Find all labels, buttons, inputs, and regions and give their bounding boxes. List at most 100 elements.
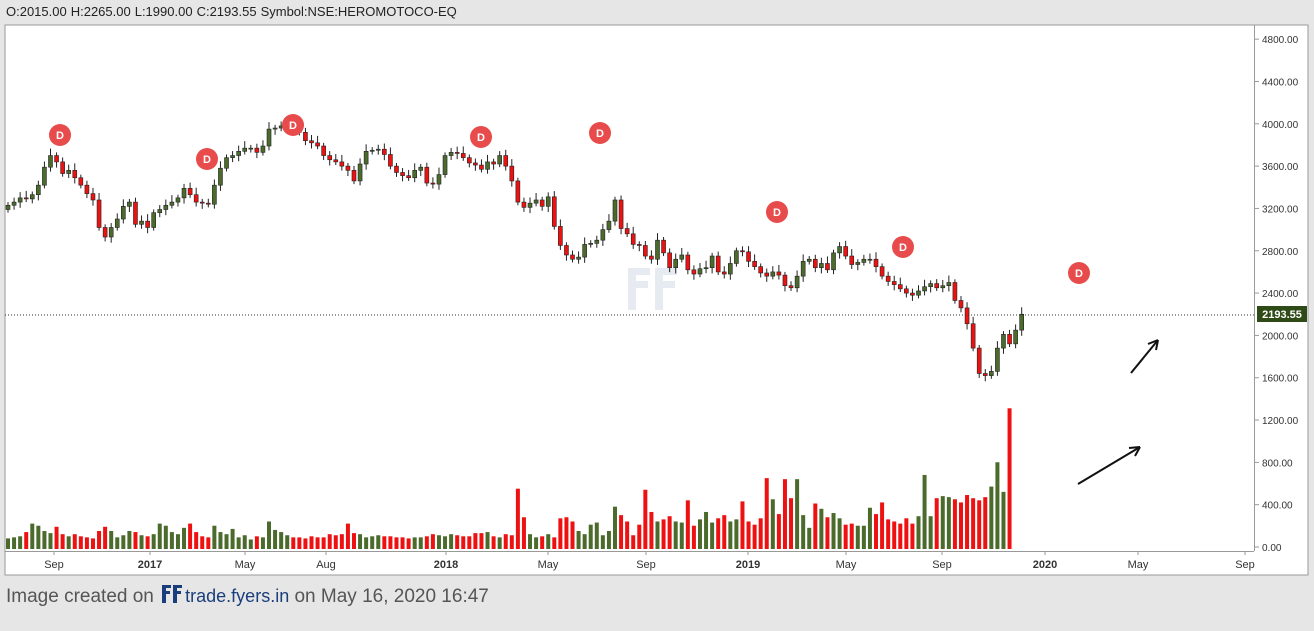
volume-bar [66, 536, 71, 549]
volume-bar [880, 502, 885, 549]
volume-bar [291, 537, 296, 549]
candle [527, 197, 533, 214]
volume-bar [321, 537, 326, 549]
volume-bar [685, 500, 690, 549]
dividend-marker-label: D [56, 130, 64, 142]
candle [940, 279, 946, 293]
candle [121, 199, 126, 224]
candle [230, 151, 235, 163]
volume-bar [315, 537, 320, 549]
candle [382, 143, 387, 161]
time-tick-label: May [235, 559, 256, 571]
candle [636, 241, 642, 252]
candle [746, 246, 751, 268]
candle [448, 147, 454, 160]
dividend-marker[interactable]: D [1068, 262, 1090, 284]
candle [11, 197, 17, 210]
footer-site-link[interactable]: trade.fyers.in [185, 586, 290, 606]
candle [782, 271, 788, 292]
volume-bar [631, 535, 636, 549]
dividend-marker[interactable]: D [196, 148, 218, 170]
candle [424, 162, 430, 187]
dividend-marker[interactable]: D [766, 201, 788, 223]
volume-bar [892, 521, 897, 549]
volume-bar [236, 537, 241, 549]
candle [721, 266, 727, 279]
volume-bar [260, 537, 265, 549]
time-tick-label: May [836, 559, 857, 571]
volume-bar [60, 534, 65, 549]
time-tick-label: 2018 [434, 559, 458, 571]
candle [1019, 307, 1024, 336]
candle [363, 144, 369, 170]
candle [849, 249, 855, 269]
candle [497, 151, 502, 168]
volume-bar [175, 534, 180, 549]
candle [454, 146, 460, 160]
plot-area[interactable] [4, 24, 1309, 576]
candle [806, 256, 812, 265]
ohlc-readout: O:2015.00 H:2265.00 L:1990.00 C:2193.55 Symb… [6, 4, 461, 19]
candle [788, 281, 794, 291]
volume-bar [874, 514, 879, 549]
candle [758, 263, 763, 278]
candle [655, 233, 660, 265]
low-value: L:1990.00 [134, 4, 193, 19]
volume-bar [655, 521, 660, 549]
dividend-marker-label: D [1075, 268, 1083, 280]
candle [254, 143, 260, 159]
volume-bar [837, 518, 842, 549]
candle [509, 159, 515, 187]
volume-bar [12, 537, 17, 549]
dividend-marker[interactable]: D [589, 122, 611, 144]
candle [958, 296, 964, 313]
volume-bar [606, 531, 611, 549]
candle [904, 285, 909, 298]
footer-credit: Image created on trade.fyers.in on May 1… [6, 584, 489, 610]
volume-bar [139, 535, 144, 549]
candle [515, 177, 521, 206]
candle [303, 127, 308, 146]
dividend-marker[interactable]: D [49, 124, 71, 146]
volume-bar [867, 507, 872, 549]
candle [139, 215, 144, 229]
candle [989, 365, 994, 379]
candle [42, 161, 47, 189]
candle [151, 209, 156, 231]
price-tick-label: 1200.00 [1262, 416, 1299, 427]
dividend-marker[interactable]: D [282, 114, 304, 136]
candle [770, 266, 776, 280]
dividend-marker[interactable]: D [470, 126, 492, 148]
dividend-marker[interactable]: D [892, 236, 914, 258]
volume-bar [813, 503, 818, 549]
high-value: H:2265.00 [70, 4, 131, 19]
volume-bar [345, 523, 350, 549]
volume-bar [461, 536, 466, 549]
volume-bar [479, 533, 484, 549]
candle [418, 164, 424, 177]
candle [545, 192, 551, 213]
candle [861, 254, 867, 266]
candle [794, 270, 800, 293]
volume-bar [1001, 491, 1006, 549]
candle [145, 214, 150, 234]
volume-bar [588, 524, 593, 549]
volume-bar [697, 519, 702, 549]
volume-bar [776, 514, 781, 549]
candle [612, 196, 618, 226]
candle [624, 222, 630, 238]
candle [485, 154, 490, 174]
candle [345, 162, 351, 177]
volume-bar [528, 534, 533, 549]
volume-bar [619, 515, 624, 549]
candle [351, 165, 357, 185]
volume-bar [382, 536, 387, 549]
volume-bar [273, 529, 278, 549]
volume-bar [546, 534, 551, 549]
volume-bar [752, 524, 757, 549]
volume-bar [412, 537, 417, 549]
volume-bar [115, 537, 120, 549]
candle [309, 135, 314, 149]
volume-bar [84, 537, 89, 549]
